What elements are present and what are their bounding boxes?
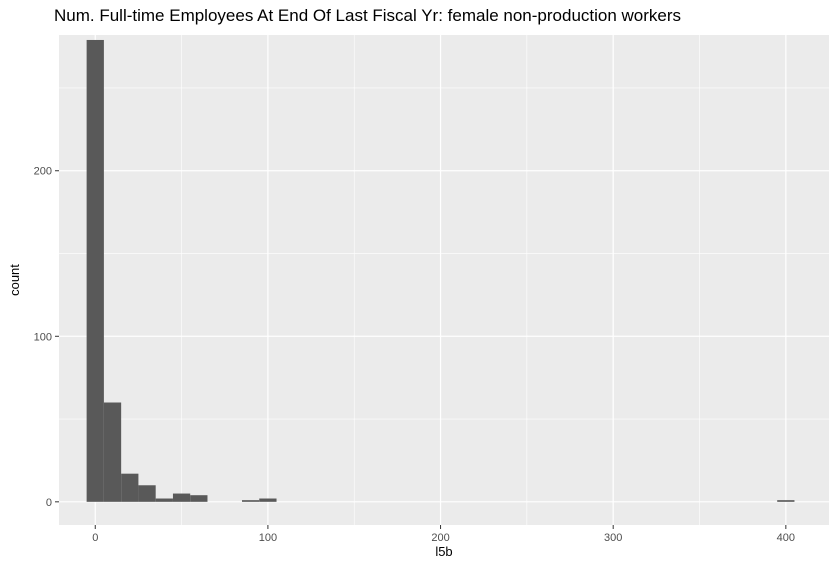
- y-axis-label: count: [7, 264, 22, 296]
- x-tick-label: 400: [777, 532, 795, 544]
- histogram-bar: [86, 39, 104, 502]
- histogram-bar: [242, 500, 260, 502]
- histogram-bar: [155, 498, 173, 502]
- histogram-bar: [138, 485, 156, 502]
- x-tick-label: 200: [431, 532, 449, 544]
- chart-title: Num. Full-time Employees At End Of Last …: [54, 6, 682, 25]
- histogram-bars: [86, 39, 795, 502]
- x-tick-label: 0: [92, 532, 98, 544]
- y-tick-label: 0: [46, 497, 52, 509]
- x-tick-label: 100: [259, 532, 277, 544]
- axes: 0 100 200 300 400 0 100 200: [34, 166, 795, 544]
- histogram-bar: [190, 495, 208, 502]
- histogram-bar: [103, 402, 122, 502]
- x-tick-label: 300: [604, 532, 622, 544]
- histogram-bar: [259, 498, 277, 502]
- histogram-bar: [172, 493, 191, 502]
- x-axis-label: l5b: [435, 544, 452, 559]
- histogram-bar: [121, 473, 139, 502]
- histogram-bar: [777, 500, 795, 502]
- y-tick-label: 200: [34, 166, 52, 178]
- y-tick-label: 100: [34, 331, 52, 343]
- plot-panel: [59, 35, 829, 525]
